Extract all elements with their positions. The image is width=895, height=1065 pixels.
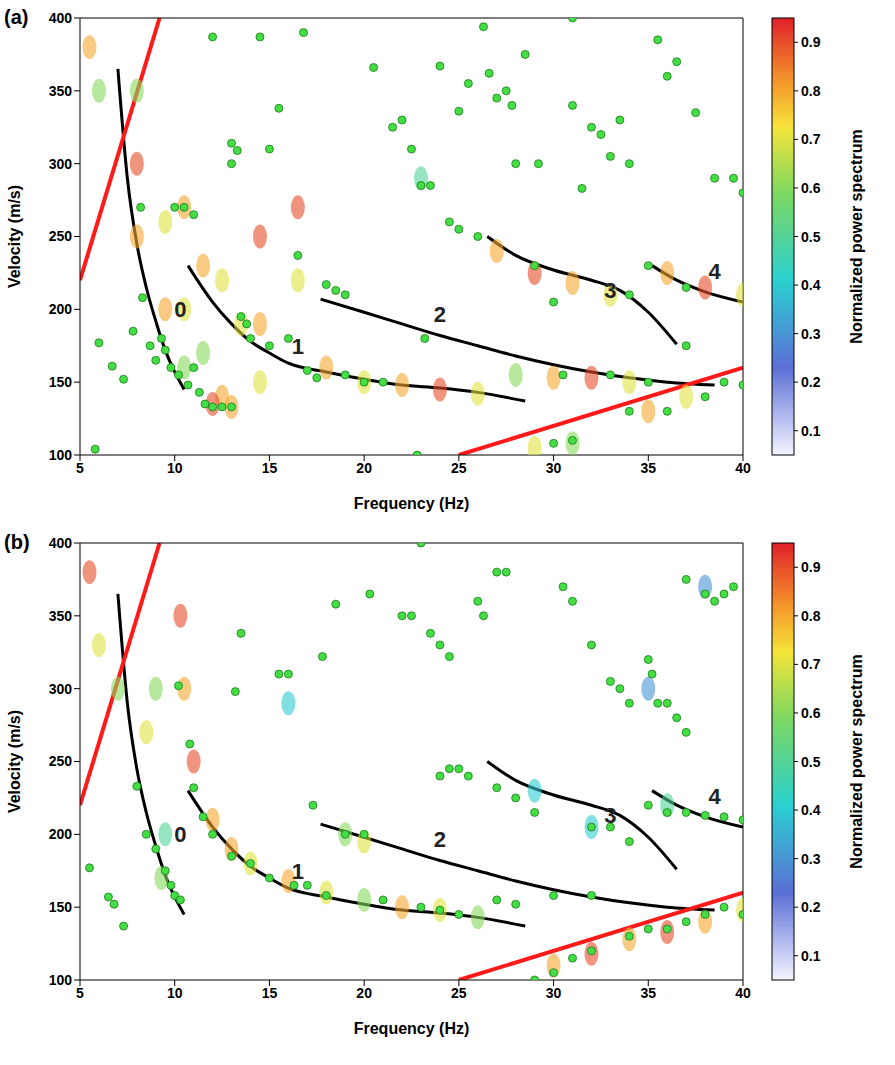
svg-text:25: 25 bbox=[451, 460, 467, 476]
svg-text:0.7: 0.7 bbox=[801, 131, 821, 147]
svg-text:4: 4 bbox=[708, 784, 721, 809]
svg-text:10: 10 bbox=[167, 460, 183, 476]
svg-text:0.6: 0.6 bbox=[801, 180, 821, 196]
svg-text:1: 1 bbox=[292, 334, 304, 359]
svg-text:350: 350 bbox=[49, 608, 73, 624]
svg-text:Frequency (Hz): Frequency (Hz) bbox=[354, 495, 470, 512]
svg-text:300: 300 bbox=[49, 681, 73, 697]
svg-text:150: 150 bbox=[49, 899, 73, 915]
svg-text:0: 0 bbox=[174, 297, 186, 322]
svg-text:40: 40 bbox=[735, 985, 751, 1001]
svg-text:20: 20 bbox=[356, 460, 372, 476]
html-text:(a): (a) bbox=[4, 6, 29, 28]
svg-text:35: 35 bbox=[640, 985, 656, 1001]
svg-text:150: 150 bbox=[49, 374, 73, 390]
svg-text:0.9: 0.9 bbox=[801, 559, 821, 575]
svg-text:2: 2 bbox=[434, 302, 446, 327]
svg-text:0.2: 0.2 bbox=[801, 899, 821, 915]
svg-text:25: 25 bbox=[451, 985, 467, 1001]
svg-text:2: 2 bbox=[434, 827, 446, 852]
svg-text:0.5: 0.5 bbox=[801, 229, 821, 245]
svg-text:4: 4 bbox=[708, 259, 721, 284]
svg-text:40: 40 bbox=[735, 460, 751, 476]
svg-text:0.3: 0.3 bbox=[801, 851, 821, 867]
svg-text:100: 100 bbox=[49, 972, 73, 988]
svg-text:300: 300 bbox=[49, 156, 73, 172]
svg-text:0.1: 0.1 bbox=[801, 948, 821, 964]
svg-text:0.2: 0.2 bbox=[801, 374, 821, 390]
svg-text:Normalized power spectrum: Normalized power spectrum bbox=[848, 654, 865, 868]
svg-text:0.3: 0.3 bbox=[801, 326, 821, 342]
svg-text:Normalized power spectrum: Normalized power spectrum bbox=[848, 129, 865, 343]
svg-text:35: 35 bbox=[640, 460, 656, 476]
svg-text:10: 10 bbox=[167, 985, 183, 1001]
svg-text:3: 3 bbox=[604, 278, 616, 303]
svg-text:Velocity (m/s): Velocity (m/s) bbox=[6, 710, 23, 813]
svg-text:250: 250 bbox=[49, 228, 73, 244]
svg-text:0.8: 0.8 bbox=[801, 83, 821, 99]
svg-text:20: 20 bbox=[356, 985, 372, 1001]
svg-text:0.6: 0.6 bbox=[801, 705, 821, 721]
svg-text:5: 5 bbox=[76, 985, 84, 1001]
svg-text:Frequency (Hz): Frequency (Hz) bbox=[354, 1020, 470, 1037]
svg-text:15: 15 bbox=[262, 985, 278, 1001]
svg-text:200: 200 bbox=[49, 301, 73, 317]
svg-text:350: 350 bbox=[49, 83, 73, 99]
svg-text:0.1: 0.1 bbox=[801, 423, 821, 439]
svg-text:250: 250 bbox=[49, 753, 73, 769]
svg-text:Velocity (m/s): Velocity (m/s) bbox=[6, 185, 23, 288]
svg-text:0.4: 0.4 bbox=[801, 277, 821, 293]
svg-text:0.7: 0.7 bbox=[801, 656, 821, 672]
svg-text:100: 100 bbox=[49, 447, 73, 463]
svg-text:0.9: 0.9 bbox=[801, 34, 821, 50]
svg-text:200: 200 bbox=[49, 826, 73, 842]
svg-text:0.4: 0.4 bbox=[801, 802, 821, 818]
svg-text:3: 3 bbox=[604, 803, 616, 828]
svg-text:15: 15 bbox=[262, 460, 278, 476]
svg-text:0.8: 0.8 bbox=[801, 608, 821, 624]
html-text:(b): (b) bbox=[4, 531, 30, 553]
svg-text:30: 30 bbox=[546, 985, 562, 1001]
svg-text:5: 5 bbox=[76, 460, 84, 476]
svg-text:400: 400 bbox=[49, 10, 73, 26]
svg-text:30: 30 bbox=[546, 460, 562, 476]
svg-text:0.5: 0.5 bbox=[801, 754, 821, 770]
svg-text:0: 0 bbox=[174, 822, 186, 847]
svg-text:1: 1 bbox=[292, 859, 304, 884]
svg-text:400: 400 bbox=[49, 535, 73, 551]
